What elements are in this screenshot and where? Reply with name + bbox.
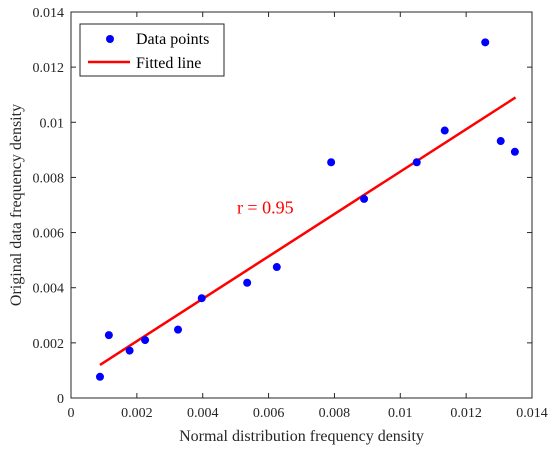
x-tick-label: 0.002 xyxy=(121,406,153,421)
x-tick-label: 0.014 xyxy=(516,406,548,421)
data-point xyxy=(272,263,281,272)
y-tick-label: 0.008 xyxy=(33,171,65,186)
x-tick-label: 0.008 xyxy=(319,406,351,421)
data-point xyxy=(440,126,449,135)
legend: Data points Fitted line xyxy=(79,23,225,77)
y-tick-label: 0.002 xyxy=(33,337,65,352)
data-point xyxy=(327,158,336,167)
data-point xyxy=(243,278,252,287)
x-axis-title: Normal distribution frequency density xyxy=(179,428,424,445)
y-tick-label: 0.004 xyxy=(33,282,65,297)
y-axis-title: Original data frequency density xyxy=(8,104,25,306)
y-tick-label: 0.01 xyxy=(40,116,65,131)
data-point xyxy=(95,372,104,381)
y-tick-label: 0.006 xyxy=(33,227,65,242)
fitted-line xyxy=(99,96,517,366)
y-axis-ticks: 0 0.002 0.004 0.006 0.008 0.01 0.012 0.014 xyxy=(33,6,532,407)
x-axis-ticks: 0 0.002 0.004 0.006 0.008 0.01 0.012 0.014 xyxy=(68,12,548,421)
x-tick-label: 0.01 xyxy=(388,406,413,421)
data-point xyxy=(125,346,134,355)
x-tick-label: 0.012 xyxy=(450,406,482,421)
correlation-annotation: r = 0.95 xyxy=(237,197,294,217)
data-point xyxy=(141,336,150,345)
data-point xyxy=(412,158,421,167)
y-tick-label: 0.012 xyxy=(33,61,65,76)
y-tick-label: 0 xyxy=(57,392,64,407)
data-point xyxy=(104,331,113,340)
legend-box xyxy=(79,23,225,77)
y-tick-label: 0.014 xyxy=(33,6,65,21)
data-point xyxy=(481,38,490,47)
data-point xyxy=(360,194,369,203)
legend-label-data-points: Data points xyxy=(136,31,209,48)
legend-label-fitted-line: Fitted line xyxy=(136,55,201,72)
data-point xyxy=(174,325,183,334)
series-layer xyxy=(95,38,519,381)
data-point xyxy=(510,147,519,156)
annotation-layer: r = 0.95 xyxy=(237,197,294,217)
x-tick-label: 0.006 xyxy=(253,406,285,421)
x-tick-label: 0.004 xyxy=(187,406,219,421)
legend-marker-data-points xyxy=(106,35,114,43)
x-tick-label: 0 xyxy=(68,406,75,421)
data-point xyxy=(496,137,505,146)
data-point xyxy=(197,294,206,303)
